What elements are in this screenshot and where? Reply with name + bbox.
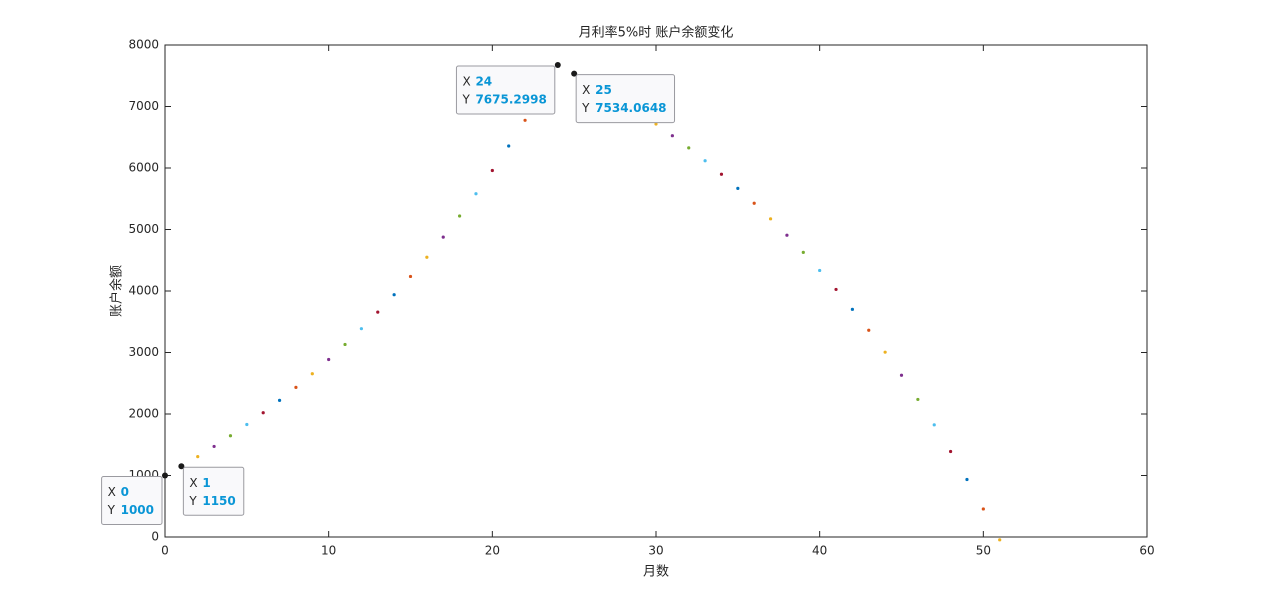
datatip: X 1Y 1150 bbox=[182, 466, 245, 516]
point bbox=[899, 373, 904, 377]
x-tick-label: 50 bbox=[976, 544, 991, 558]
datatip: X 0Y 1000 bbox=[101, 476, 163, 525]
datatip-value: 7675.2998 bbox=[475, 92, 546, 106]
point bbox=[916, 397, 920, 402]
point bbox=[850, 307, 855, 311]
point bbox=[768, 217, 773, 221]
point bbox=[196, 454, 200, 459]
point bbox=[801, 250, 805, 254]
y-axis-label: 账户余额 bbox=[109, 265, 125, 317]
point bbox=[654, 122, 658, 126]
datatip-marker bbox=[162, 472, 168, 479]
point bbox=[703, 159, 707, 163]
point bbox=[752, 201, 756, 205]
point bbox=[408, 274, 413, 279]
point bbox=[981, 507, 985, 511]
point bbox=[441, 235, 445, 239]
datatip-label: X bbox=[462, 74, 470, 88]
datatip-value: 24 bbox=[475, 74, 492, 88]
point bbox=[310, 372, 314, 376]
point bbox=[818, 268, 822, 273]
point bbox=[343, 342, 347, 347]
y-tick-label: 6000 bbox=[128, 161, 159, 175]
y-tick-label: 5000 bbox=[128, 222, 159, 236]
point bbox=[392, 293, 396, 297]
y-tick-label: 2000 bbox=[128, 407, 159, 421]
datatip-label: Y bbox=[581, 101, 590, 115]
point bbox=[670, 134, 674, 138]
point bbox=[507, 144, 511, 148]
point bbox=[458, 214, 462, 218]
datatip-value: 7534.0648 bbox=[595, 101, 666, 115]
y-tick-label: 8000 bbox=[128, 38, 159, 52]
point bbox=[998, 538, 1002, 542]
y-tick-label: 7000 bbox=[128, 99, 159, 113]
datatip-label: X bbox=[189, 476, 197, 490]
point bbox=[245, 422, 249, 427]
datatip-label: Y bbox=[107, 503, 116, 517]
datatip-label: X bbox=[582, 83, 590, 97]
datatip: X 24 Y 7675.2998 bbox=[455, 65, 556, 115]
x-tick-label: 20 bbox=[485, 544, 500, 558]
point bbox=[261, 411, 265, 415]
x-tick-label: 60 bbox=[1139, 544, 1154, 558]
point bbox=[785, 233, 789, 237]
datatip-box bbox=[182, 466, 245, 516]
point bbox=[736, 186, 740, 190]
datatip-value: 1000 bbox=[121, 503, 154, 517]
axes-box bbox=[164, 44, 1148, 538]
x-axis-label: 月数 bbox=[643, 565, 669, 580]
datatip-marker bbox=[571, 70, 578, 77]
point bbox=[359, 327, 363, 331]
datatip-value: 1 bbox=[202, 476, 210, 490]
x-tick-label: 10 bbox=[321, 544, 336, 558]
point bbox=[490, 168, 494, 173]
point bbox=[932, 423, 936, 427]
point bbox=[883, 350, 887, 354]
point bbox=[965, 477, 969, 482]
y-tick-label: 4000 bbox=[128, 284, 159, 298]
y-tick-label: 0 bbox=[151, 530, 159, 544]
chart-title: 月利率5%时 账户余额变化 bbox=[579, 25, 734, 41]
datatip-box bbox=[101, 476, 163, 525]
point bbox=[425, 255, 429, 259]
datatip-box bbox=[455, 65, 556, 115]
datatip-value: 25 bbox=[595, 83, 612, 97]
point bbox=[212, 444, 216, 449]
point bbox=[949, 449, 953, 454]
point bbox=[228, 434, 233, 438]
point bbox=[834, 287, 838, 292]
datatip-label: X bbox=[108, 485, 116, 499]
point bbox=[719, 172, 724, 176]
point bbox=[867, 328, 871, 332]
point bbox=[277, 398, 282, 402]
point bbox=[376, 310, 380, 314]
datatip-label: Y bbox=[461, 92, 470, 106]
point bbox=[523, 118, 527, 122]
x-tick-label: 0 bbox=[161, 544, 169, 558]
x-tick-label: 30 bbox=[648, 544, 663, 558]
datatip-value: 0 bbox=[121, 485, 129, 499]
point bbox=[687, 146, 691, 150]
datatip-value: 1150 bbox=[202, 494, 235, 508]
datatip-marker bbox=[554, 61, 561, 68]
point bbox=[294, 385, 298, 390]
y-tick-label: 3000 bbox=[128, 345, 159, 359]
point bbox=[474, 192, 478, 196]
datatip: X 25 Y 7534.0648 bbox=[575, 74, 676, 124]
x-tick-label: 40 bbox=[812, 544, 827, 558]
datatip-box bbox=[575, 74, 676, 124]
datatip-marker bbox=[178, 463, 185, 470]
point bbox=[327, 357, 331, 362]
datatip-label: Y bbox=[188, 494, 197, 508]
